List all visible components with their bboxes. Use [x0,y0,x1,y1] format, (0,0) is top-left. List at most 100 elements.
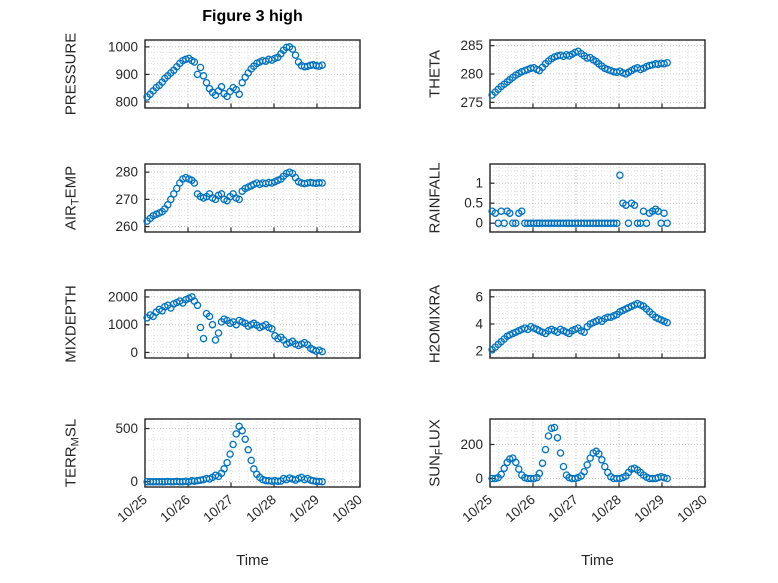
data-point [512,458,520,467]
data-point [544,432,553,440]
data-point [199,72,208,80]
data-point [660,473,668,482]
data-point [315,477,323,486]
plot-area-sun-flux: 10/25 10/26 10/27 10/28 10/29 10/30 0 200 [459,418,710,525]
subplot-theta: THETA 275 280 285 [427,36,720,116]
ylabel-text: TERR [62,446,80,488]
subplot-pressure: PRESSURE 800 900 1000 [63,33,375,116]
x-tick-label: 10/25 [459,492,495,525]
data-point [642,219,651,227]
data-point [190,179,199,187]
plot-area-h2omixra: 2 4 6 [475,289,706,359]
subplot-air-temp: AIRTEMP 260 270 280 [63,160,375,240]
y-tick-label: 1000 [108,317,138,332]
plot-area-air-temp: 260 270 280 [115,163,361,234]
ylabel-text: EMP [62,165,80,199]
y-tick-label: 2000 [108,289,138,304]
data-point [660,209,668,217]
data-point [518,207,526,215]
data-point [583,461,591,469]
series-MIXDEPTH [143,293,326,356]
data-point [318,61,326,69]
y-tick-label: 800 [115,94,138,109]
data-point [509,219,517,227]
data-point [550,423,559,432]
data-point [613,219,621,227]
data-point [214,329,223,337]
figure-title: Figure 3 high [202,8,303,25]
data-point [541,445,550,454]
data-point [553,433,562,442]
axes-box [489,163,706,233]
data-point [202,78,211,87]
ylabel-text: MIXDEPTH [62,285,80,363]
axes-box [144,289,361,359]
data-point [663,219,671,227]
data-point [235,195,243,204]
data-point [318,179,326,187]
y-tick-label: 285 [460,38,483,53]
data-point [220,465,228,473]
data-point [663,58,671,67]
ylabel-subscript: M [69,437,82,447]
data-point [247,456,255,465]
ylabel-text: AIR [62,205,80,231]
y-tick-label: 260 [115,219,138,234]
data-point [241,435,249,443]
data-point [315,179,323,187]
data-point [512,219,520,227]
ylabel-mixdepth: MIXDEPTH [63,285,80,363]
data-point [530,219,538,227]
plot-area-pressure: 800 900 1000 [108,39,361,109]
data-point [211,336,220,344]
y-tick-label: 0 [130,345,138,360]
x-tick-label: 10/26 [502,492,538,525]
data-point [250,465,258,473]
series-AIR_TEMP [143,168,326,225]
data-point [601,462,609,471]
data-point [318,347,326,356]
y-tick-label: 280 [460,67,483,82]
data-point [274,477,282,486]
y-tick-label: 280 [115,165,138,180]
data-point [538,459,547,467]
y-tick-label: 0 [475,216,483,231]
data-point [497,470,505,479]
data-point [238,426,246,435]
data-point [547,424,556,433]
x-tick-label: 10/28 [588,492,624,525]
y-tick-label: 500 [115,421,138,436]
plot-area-terr-msl: 10/25 10/26 10/27 10/28 10/29 10/30 0 500 [114,418,365,525]
ylabel-pressure: PRESSURE [63,33,80,116]
data-point [217,83,226,91]
data-point [506,209,514,217]
y-tick-label: 0 [475,471,483,486]
y-tick-label: 4 [475,317,483,332]
series-SUN_FLUX [488,423,671,483]
data-point [318,477,326,486]
data-point [190,58,199,66]
data-point [232,430,240,438]
xlabel-time-left: Time [236,552,269,569]
y-tick-label: 0 [130,474,138,489]
y-tick-label: 1 [475,176,483,191]
data-point [663,474,671,483]
data-point [164,201,172,209]
data-point [535,469,544,478]
x-tick-label: 10/28 [243,492,279,525]
subplot-terr-msl: TERRMSL 10/25 10/26 10/27 10/28 10/29 10/30 0 5… [63,415,375,525]
data-point [559,462,568,471]
y-tick-label: 2 [475,344,483,359]
data-point [196,323,205,332]
y-tick-label: 275 [460,95,483,110]
x-tick-label: 10/25 [114,492,150,525]
y-tick-label: 200 [460,437,483,452]
xlabel-time-right: Time [581,552,614,569]
data-point [291,51,300,59]
series-H2OMIXRA [488,299,671,354]
data-point [167,195,175,204]
x-tick-label: 10/29 [631,492,667,525]
ylabel-text: PRESSURE [62,32,80,116]
subplot-sun-flux: SUNFLUX 10/25 10/26 10/27 10/28 10/29 10/30 0 2… [427,415,720,525]
